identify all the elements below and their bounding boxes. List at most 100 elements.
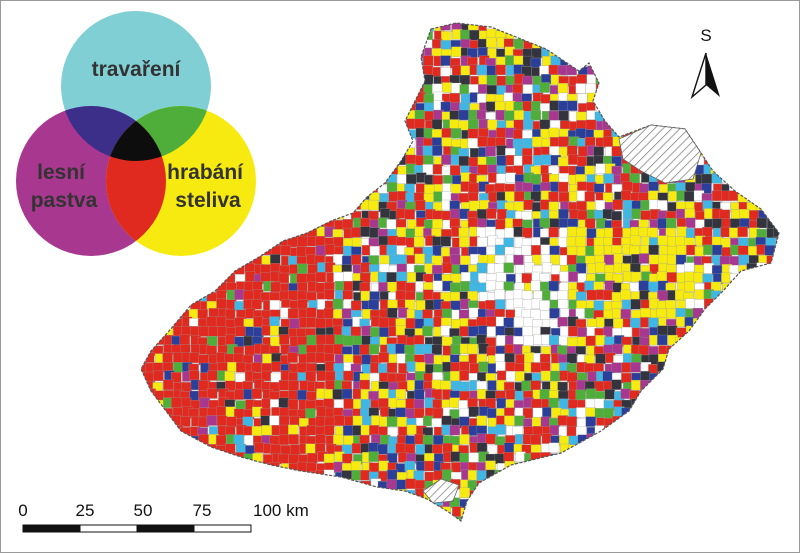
municipality-cell (713, 479, 724, 490)
municipality-cell (764, 181, 776, 193)
municipality-cell (766, 219, 778, 230)
municipality-cell (638, 29, 649, 40)
municipality-cell (749, 73, 760, 84)
municipality-cell (269, 154, 281, 165)
municipality-cell (244, 236, 255, 248)
municipality-cell (352, 166, 363, 177)
municipality-cell (306, 487, 317, 499)
municipality-cell (153, 435, 165, 446)
municipality-cell (521, 245, 532, 256)
municipality-cell (369, 516, 380, 521)
municipality-cell (776, 201, 779, 212)
municipality-cell (560, 497, 571, 508)
municipality-cell (641, 434, 652, 445)
municipality-cell (721, 514, 732, 521)
municipality-cell (548, 227, 559, 238)
municipality-cell (476, 64, 487, 76)
municipality-cell (667, 433, 678, 444)
municipality-cell (586, 469, 598, 480)
municipality-cell (684, 110, 696, 121)
municipality-cell (361, 23, 372, 32)
municipality-cell (350, 199, 362, 210)
municipality-cell (775, 488, 779, 500)
municipality-cell (640, 506, 651, 517)
municipality-cell (541, 262, 553, 273)
municipality-cell (234, 110, 245, 121)
municipality-cell (613, 453, 624, 464)
municipality-cell (649, 407, 660, 418)
municipality-cell (549, 137, 561, 148)
municipality-cell (334, 30, 346, 41)
municipality-cell (476, 442, 488, 454)
municipality-cell (386, 219, 397, 230)
municipality-cell (218, 74, 229, 86)
municipality-cell (559, 453, 571, 464)
municipality-cell (424, 460, 435, 472)
municipality-cell (702, 408, 713, 420)
municipality-cell (360, 470, 371, 481)
municipality-cell (739, 74, 750, 85)
municipality-cell (289, 129, 300, 140)
municipality-cell (217, 507, 228, 518)
municipality-cell (701, 388, 712, 400)
municipality-cell (197, 451, 209, 463)
municipality-cell (612, 30, 624, 42)
municipality-cell (315, 137, 326, 149)
municipality-cell (334, 183, 345, 195)
municipality-cell (730, 444, 741, 455)
municipality-cell (775, 94, 779, 105)
municipality-cell (683, 461, 695, 472)
municipality-cell (558, 524, 568, 534)
municipality-cell (549, 23, 560, 30)
municipality-cell (550, 28, 562, 40)
municipality-cell (414, 118, 425, 130)
municipality-cell (315, 102, 326, 113)
municipality-cell (785, 319, 795, 329)
municipality-cell (387, 489, 398, 500)
municipality-cell (666, 58, 678, 69)
municipality-cell (784, 192, 794, 202)
municipality-cell (496, 127, 507, 138)
municipality-cell (575, 262, 587, 274)
municipality-cell (343, 174, 354, 186)
municipality-cell (460, 29, 471, 41)
municipality-cell (764, 309, 776, 321)
municipality-cell (252, 92, 263, 103)
municipality-cell (785, 237, 795, 247)
municipality-cell (765, 271, 777, 283)
municipality-cell (387, 156, 398, 167)
municipality-cell (729, 48, 740, 59)
municipality-cell (468, 182, 479, 194)
municipality-cell (163, 462, 174, 473)
municipality-cell (649, 417, 660, 429)
municipality-cell (414, 226, 425, 237)
municipality-cell (783, 408, 793, 418)
municipality-cell (640, 453, 652, 464)
municipality-cell (557, 156, 569, 168)
municipality-cell (614, 118, 625, 130)
municipality-cell (252, 82, 263, 93)
municipality-cell (315, 352, 326, 364)
municipality-cell (351, 515, 362, 521)
municipality-cell (224, 40, 235, 51)
municipality-cell (253, 103, 264, 114)
municipality-cell (712, 156, 723, 167)
municipality-cell (675, 84, 687, 95)
municipality-cell (739, 119, 751, 130)
municipality-cell (315, 92, 327, 104)
municipality-cell (649, 111, 660, 122)
municipality-cell (667, 453, 678, 464)
municipality-cell (395, 325, 407, 336)
municipality-cell (359, 379, 370, 391)
municipality-cell (622, 181, 633, 192)
venn-label-litter-raking: hrabání steliva (167, 161, 249, 212)
municipality-cell (172, 498, 183, 510)
municipality-cell (748, 317, 759, 329)
municipality-cell (389, 46, 400, 57)
municipality-cell (244, 57, 256, 68)
municipality-cell (748, 66, 759, 77)
municipality-cell (503, 281, 514, 292)
municipality-cell (586, 442, 597, 454)
municipality-cell (711, 443, 722, 455)
municipality-cell (179, 433, 190, 445)
